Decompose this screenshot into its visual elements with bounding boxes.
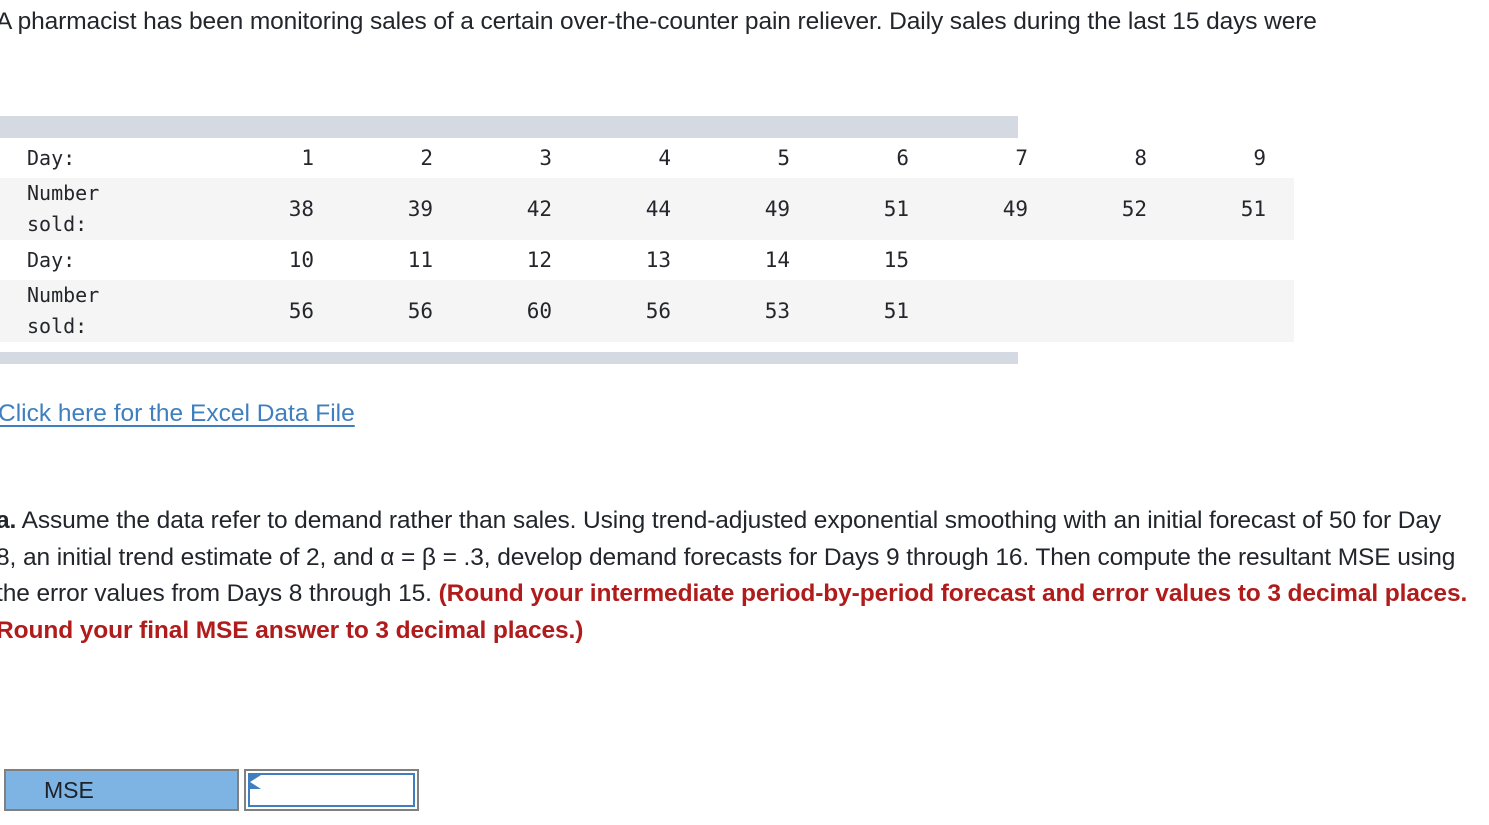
cell: 9 [1253, 146, 1266, 170]
cell: 49 [1002, 197, 1028, 221]
excel-data-file-link[interactable]: Click here for the Excel Data File [0, 400, 355, 427]
cell: 51 [1240, 197, 1266, 221]
row-label-line1: Number [27, 283, 100, 307]
cell: 13 [645, 248, 671, 272]
cell: 49 [764, 197, 790, 221]
cell: 56 [645, 299, 671, 323]
cell: 56 [288, 299, 314, 323]
cell: 39 [407, 197, 433, 221]
table-row: Day: 1 2 3 4 5 6 7 8 9 [0, 138, 1294, 178]
cell: 15 [883, 248, 909, 272]
answer-row: MSE [4, 769, 419, 811]
cell: 8 [1134, 146, 1147, 170]
cell: 7 [1015, 146, 1028, 170]
row-label-line1: Day: [27, 247, 76, 272]
table-body: Day: 1 2 3 4 5 6 7 8 9 Number sold: 38 3… [0, 138, 1294, 342]
table-bottom-bar [0, 352, 1018, 364]
row-label: Day: [0, 138, 223, 178]
row-label-line2: sold: [27, 212, 88, 236]
mse-label: MSE [44, 776, 94, 803]
table-top-bar [0, 116, 1018, 138]
cell: 60 [526, 299, 552, 323]
table-row: Number sold: 38 39 42 44 49 51 49 52 51 [0, 178, 1294, 240]
cell: 38 [288, 197, 314, 221]
cell: 4 [658, 146, 671, 170]
cell [937, 280, 1056, 342]
cell: 51 [883, 299, 909, 323]
cell: 2 [420, 146, 433, 170]
rounding-instruction: (Round your intermediate period-by-perio… [0, 580, 1468, 644]
cell: 42 [526, 197, 552, 221]
row-label-line1: Number [27, 181, 100, 205]
cell: 52 [1121, 197, 1147, 221]
mse-label-cell: MSE [4, 769, 239, 811]
cell [1056, 280, 1175, 342]
part-label: a. [0, 507, 17, 534]
cell [1175, 240, 1294, 280]
cell: 11 [407, 248, 433, 272]
cell: 44 [645, 197, 671, 221]
cell: 53 [764, 299, 790, 323]
cell [1175, 280, 1294, 342]
cell: 10 [288, 248, 314, 272]
table-row: Day: 10 11 12 13 14 15 [0, 240, 1294, 280]
mse-input[interactable] [248, 773, 415, 807]
row-label-line2: sold: [27, 314, 88, 338]
cell: 5 [777, 146, 790, 170]
row-label-line1: Day: [27, 145, 76, 170]
problem-statement: A pharmacist has been monitoring sales o… [0, 8, 1317, 35]
cell: 3 [539, 146, 552, 170]
cell: 6 [896, 146, 909, 170]
cell [937, 240, 1056, 280]
sales-data-table: Day: 1 2 3 4 5 6 7 8 9 Number sold: 38 3… [0, 116, 1294, 364]
cell: 12 [526, 248, 552, 272]
row-label: Day: [0, 240, 223, 280]
mse-input-container[interactable] [244, 769, 419, 811]
cell: 51 [883, 197, 909, 221]
row-label: Number sold: [0, 280, 223, 342]
question-part-a: a. Assume the data refer to demand rathe… [0, 503, 1468, 649]
question-body: Assume the data refer to demand rather t… [0, 507, 1456, 607]
table-row: Number sold: 56 56 60 56 53 51 [0, 280, 1294, 342]
row-label: Number sold: [0, 178, 223, 240]
cell: 14 [764, 248, 790, 272]
cell: 56 [407, 299, 433, 323]
cell: 1 [301, 146, 314, 170]
cell [1056, 240, 1175, 280]
